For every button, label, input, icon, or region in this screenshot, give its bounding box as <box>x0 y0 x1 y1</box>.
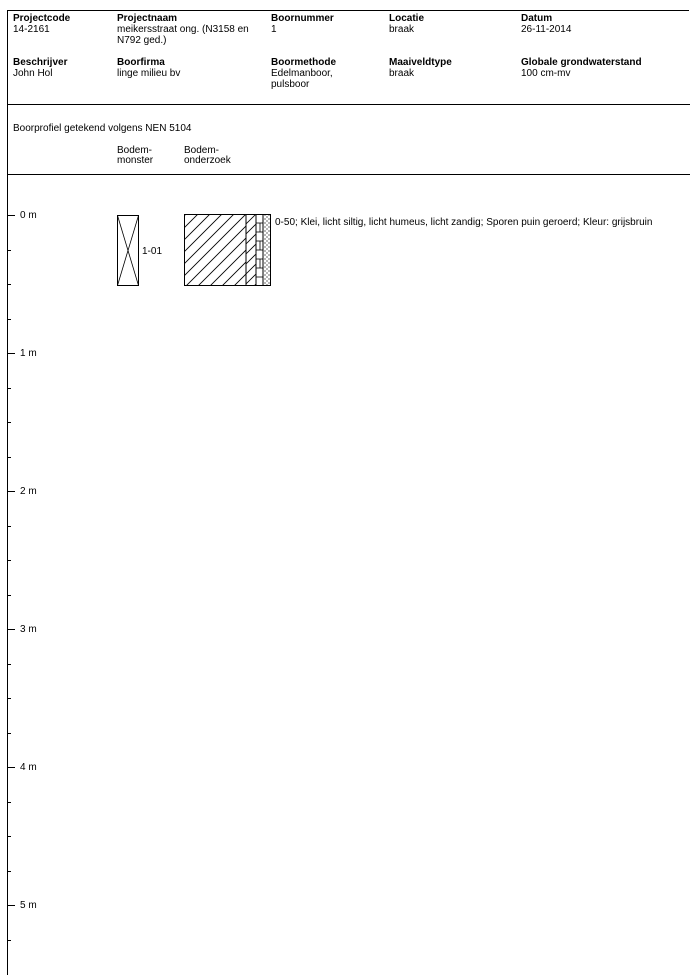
datum-block: Datum 26-11-2014 <box>521 13 571 35</box>
maaiveldtype-value: braak <box>389 68 415 79</box>
depth-tick-minor <box>7 698 11 699</box>
beschrijver-block: Beschrijver John Hol <box>13 57 67 79</box>
projectcode-block: Projectcode 14-2161 <box>13 13 70 35</box>
depth-label: 3 m <box>20 624 37 635</box>
header-divider <box>7 104 690 105</box>
depth-tick-minor <box>7 871 11 872</box>
beschrijver-value: John Hol <box>13 68 53 79</box>
depth-tick-minor <box>7 595 11 596</box>
profile-divider <box>7 174 690 175</box>
boorfirma-label: Boorfirma <box>117 57 165 68</box>
boorfirma-block: Boorfirma linge milieu bv <box>117 57 180 79</box>
locatie-value: braak <box>389 24 415 35</box>
depth-tick-minor <box>7 319 11 320</box>
boornummer-block: Boornummer 1 <box>271 13 334 35</box>
locatie-block: Locatie braak <box>389 13 424 35</box>
datum-value: 26-11-2014 <box>521 24 572 35</box>
depth-label: 4 m <box>20 762 37 773</box>
beschrijver-label: Beschrijver <box>13 57 68 68</box>
datum-label: Datum <box>521 13 553 24</box>
projectcode-label: Projectcode <box>13 13 71 24</box>
depth-tick-major <box>7 215 15 216</box>
depth-tick-minor <box>7 457 11 458</box>
depth-tick-major <box>7 491 15 492</box>
boornummer-value: 1 <box>271 24 277 35</box>
depth-tick-major <box>7 629 15 630</box>
grondwaterstand-label: Globale grondwaterstand <box>521 57 642 68</box>
depth-label: 1 m <box>20 348 37 359</box>
sample-box <box>117 215 139 286</box>
depth-tick-minor <box>7 388 11 389</box>
depth-label: 2 m <box>20 486 37 497</box>
boormethode-label: Boormethode <box>271 57 336 68</box>
depth-tick-major <box>7 905 15 906</box>
profile-subtitle: Boorprofiel getekend volgens NEN 5104 <box>13 123 192 134</box>
depth-label: 0 m <box>20 210 37 221</box>
projectnaam-block: Projectnaam meikersstraat ong. (N3158 en… <box>117 13 249 46</box>
column-bodemonderzoek: Bodem- onderzoek <box>184 145 231 166</box>
depth-tick-minor <box>7 526 11 527</box>
depth-tick-major <box>7 353 15 354</box>
maaiveldtype-block: Maaiveldtype braak <box>389 57 452 79</box>
sample-id: 1-01 <box>142 246 163 257</box>
column-bodemmonster: Bodem- monster <box>117 145 154 166</box>
depth-tick-minor <box>7 250 11 251</box>
grondwaterstand-value: 100 cm-mv <box>521 68 571 79</box>
boormethode-block: Boormethode Edelmanboor, pulsboor <box>271 57 336 90</box>
boorfirma-value: linge milieu bv <box>117 68 181 79</box>
projectnaam-label: Projectnaam <box>117 13 178 24</box>
depth-tick-minor <box>7 802 11 803</box>
depth-label: 5 m <box>20 900 37 911</box>
depth-tick-minor <box>7 664 11 665</box>
maaiveldtype-label: Maaiveldtype <box>389 57 452 68</box>
depth-tick-minor <box>7 940 11 941</box>
depth-tick-minor <box>7 422 11 423</box>
report-frame <box>7 10 689 975</box>
boormethode-value: Edelmanboor, pulsboor <box>271 68 333 90</box>
depth-tick-minor <box>7 836 11 837</box>
grondwaterstand-block: Globale grondwaterstand 100 cm-mv <box>521 57 642 79</box>
depth-tick-minor <box>7 560 11 561</box>
boornummer-label: Boornummer <box>271 13 334 24</box>
depth-tick-major <box>7 767 15 768</box>
locatie-label: Locatie <box>389 13 425 24</box>
depth-tick-minor <box>7 284 11 285</box>
layer-description: 0-50; Klei, licht siltig, licht humeus, … <box>275 217 653 228</box>
depth-tick-minor <box>7 733 11 734</box>
projectnaam-value: meikersstraat ong. (N3158 en N792 ged.) <box>117 24 249 46</box>
projectcode-value: 14-2161 <box>13 24 50 35</box>
lithology-column <box>184 214 271 286</box>
